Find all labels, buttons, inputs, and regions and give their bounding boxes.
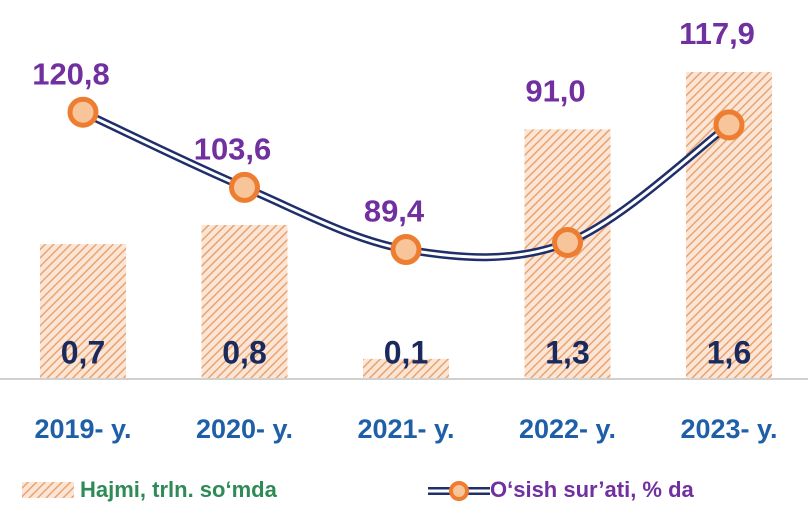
bar-value-label: 0,7	[61, 334, 105, 370]
bar-value-label: 0,8	[222, 334, 266, 370]
x-tick-label: 2020- y.	[196, 414, 293, 444]
marker	[713, 109, 745, 141]
line-value-label: 91,0	[525, 74, 585, 109]
x-tick-label: 2023- y.	[680, 414, 777, 444]
marker	[229, 171, 260, 203]
legend-label: Hajmi, trln. so‘mda	[80, 477, 278, 502]
bar	[363, 358, 449, 378]
marker	[67, 96, 99, 128]
legend-marker	[449, 481, 469, 501]
bar-value-label: 1,6	[707, 334, 751, 370]
x-tick-label: 2019- y.	[34, 414, 131, 444]
legend-label: O‘sish sur’ati, % da	[490, 477, 695, 502]
line-value-label: 117,9	[679, 16, 755, 51]
bar	[40, 244, 126, 378]
line-value-label: 103,6	[194, 132, 272, 167]
bar-value-label: 0,1	[384, 334, 428, 370]
marker	[390, 233, 422, 265]
legend-swatch	[22, 482, 74, 498]
bar	[201, 225, 288, 378]
bar-value-label: 1,3	[545, 334, 589, 370]
marker	[552, 226, 583, 258]
line-value-label: 120,8	[32, 56, 110, 91]
x-tick-label: 2022- y.	[519, 414, 616, 444]
line-value-label: 89,4	[364, 194, 425, 229]
x-tick-label: 2021- y.	[357, 414, 454, 444]
